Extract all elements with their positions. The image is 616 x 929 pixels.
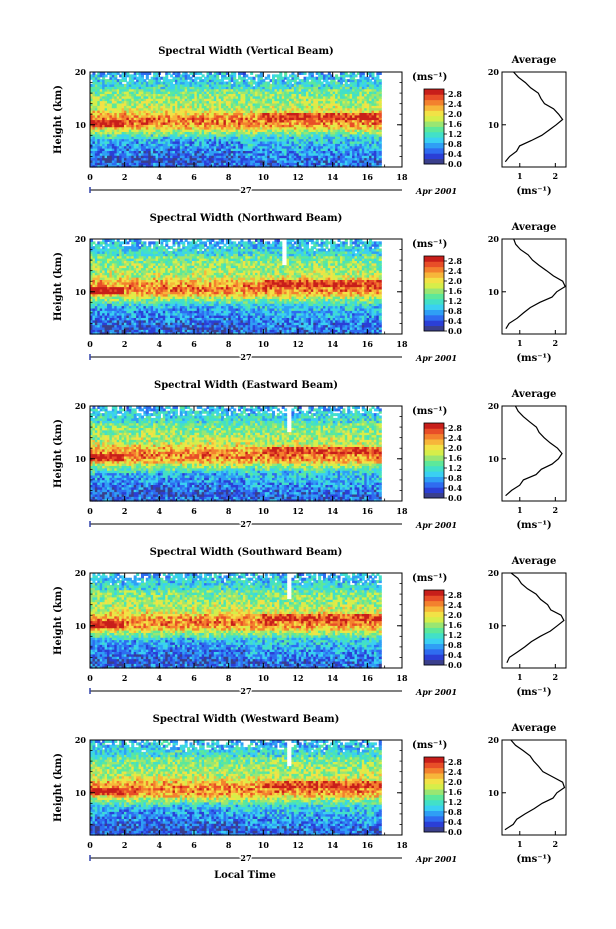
average-x-tick-label: 2 xyxy=(553,171,559,181)
colorbar-tick-label: 2.8 xyxy=(448,89,462,99)
average-unit-label: (ms⁻¹) xyxy=(516,186,551,197)
colorbar-tick-label: 2.4 xyxy=(448,99,462,109)
spectral-width-figure: Local Time Spectral Width (Vertical Beam… xyxy=(0,0,616,929)
x-tick-label: 8 xyxy=(226,172,232,182)
colorbar-tick-label: 0.0 xyxy=(448,159,462,169)
colorbar-swatch xyxy=(424,105,444,111)
colorbar-swatch xyxy=(424,121,444,127)
colorbar-swatch xyxy=(424,153,444,159)
y-axis-label: Height (km) xyxy=(53,85,64,154)
spectral-width-panel-1: Spectral Width (Vertical Beam)0 2 4 6 8 10 12 1… xyxy=(53,46,566,197)
heatmap-cells xyxy=(90,239,382,335)
x-tick-label: 4 xyxy=(157,172,163,182)
x-tick-label: 12 xyxy=(292,172,303,182)
panel-title: Spectral Width (Northward Beam) xyxy=(150,213,343,224)
colorbar-tick-label: 0.8 xyxy=(448,139,462,149)
colorbar-tick-label: 2.0 xyxy=(448,109,462,119)
x-tick-label: 0 xyxy=(87,172,93,182)
x-axis-label: Local Time xyxy=(214,870,276,881)
date-label: 27 xyxy=(240,185,251,195)
y-tick-label: 10 xyxy=(75,120,87,130)
average-frame xyxy=(502,72,566,167)
colorbar-swatch xyxy=(424,159,444,165)
colorbar-tick-label: 0.4 xyxy=(448,149,462,159)
spectral-width-panel-2: Spectral Width (Northward Beam)0 2 4 6 8 10 12… xyxy=(53,213,566,364)
colorbar-swatch xyxy=(424,127,444,133)
average-title: Average xyxy=(511,55,557,66)
x-tick-label: 14 xyxy=(327,172,339,182)
colorbar-tick-label: 1.6 xyxy=(448,119,462,129)
colorbar-swatch xyxy=(424,116,444,122)
date-suffix: Apr 2001 xyxy=(415,186,457,196)
colorbar-unit-label: (ms⁻¹) xyxy=(412,72,447,83)
average-y-tick-label: 20 xyxy=(488,67,500,77)
colorbar-swatch xyxy=(424,100,444,106)
colorbar-swatch xyxy=(424,148,444,154)
colorbar-swatch xyxy=(424,110,444,116)
average-profile-line xyxy=(505,72,562,162)
x-tick-label: 6 xyxy=(191,172,197,182)
colorbar-tick-label: 1.2 xyxy=(448,129,462,139)
average-x-tick-label: 1 xyxy=(517,171,523,181)
colorbar-swatch xyxy=(424,94,444,100)
x-tick-label: 18 xyxy=(396,172,408,182)
colorbar-swatch xyxy=(424,132,444,138)
x-tick-label: 2 xyxy=(122,172,128,182)
heatmap-cell xyxy=(335,74,338,77)
colorbar-swatch xyxy=(424,137,444,143)
panel-title: Spectral Width (Vertical Beam) xyxy=(158,46,334,57)
average-y-tick-label: 10 xyxy=(488,120,500,130)
heatmap-cell xyxy=(267,74,270,77)
colorbar-swatch xyxy=(424,143,444,149)
heatmap-cells xyxy=(90,72,382,168)
x-tick-label: 16 xyxy=(362,172,374,182)
colorbar-swatch xyxy=(424,89,444,95)
x-tick-label: 10 xyxy=(258,172,270,182)
y-tick-label: 20 xyxy=(75,67,87,77)
